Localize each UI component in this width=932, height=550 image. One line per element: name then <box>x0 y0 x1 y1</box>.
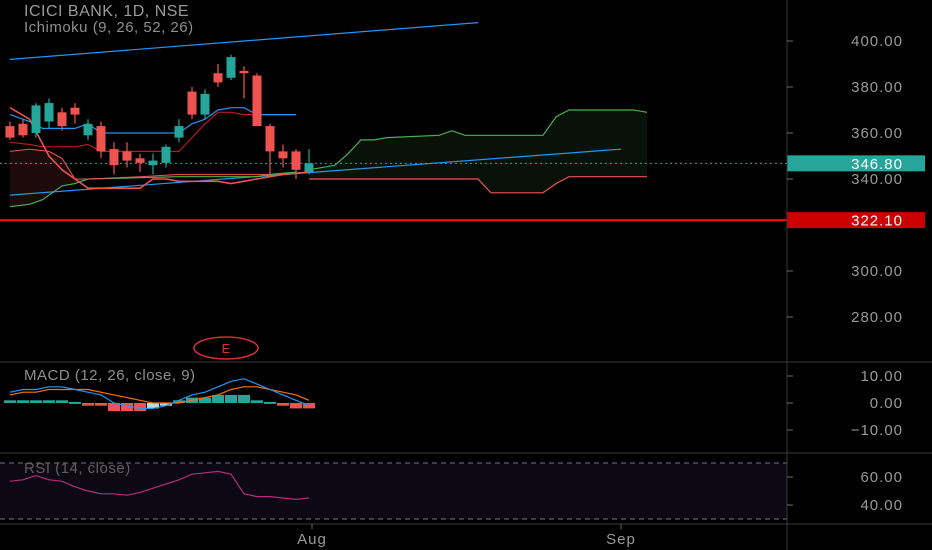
price-tick-label: 340.00 <box>851 171 903 188</box>
macd-signal-line <box>9 386 310 404</box>
candle-body <box>96 126 106 152</box>
last-price-badge-bg <box>787 155 925 172</box>
senkou-span-b-line <box>309 176 647 194</box>
candle-body <box>252 75 262 127</box>
macd-histogram-bar <box>199 397 211 403</box>
macd-histogram-bar <box>43 400 55 403</box>
support-badge: 322.10 <box>787 212 925 230</box>
macd-histogram-bar <box>251 400 263 403</box>
candle-body <box>187 91 197 115</box>
macd-histogram-bar <box>17 400 29 403</box>
last-price-label: 346.80 <box>851 156 903 173</box>
candle-body <box>122 151 132 161</box>
earnings-marker-label: E <box>222 341 231 356</box>
macd-tick-label: 0.00 <box>870 395 903 412</box>
kijun-sen-line <box>9 111 296 152</box>
rsi-line <box>9 470 310 501</box>
candle-body <box>304 163 314 173</box>
macd-histogram-bar <box>277 403 289 406</box>
candle-body <box>148 160 158 166</box>
candle-body <box>200 93 210 115</box>
candle-body <box>109 149 119 166</box>
earnings-marker-ring <box>193 336 259 360</box>
macd-histogram-bar <box>30 400 42 403</box>
macd-histogram-bar <box>147 403 159 409</box>
price-levels: E 346.80 322.10 <box>0 155 925 360</box>
time-tick-label: Aug <box>297 531 327 548</box>
price-tick-label: 360.00 <box>851 125 903 142</box>
candle-body <box>57 112 67 127</box>
macd-legend: MACD (12, 26, close, 9) <box>24 367 196 384</box>
candle-body <box>135 158 145 163</box>
chikou-span-line <box>9 107 310 189</box>
rsi-tick-label: 40.00 <box>860 497 903 514</box>
tenkan-sen-line <box>9 107 296 134</box>
ichimoku-lines <box>9 22 648 208</box>
rsi-band-fill <box>0 463 787 519</box>
earnings-marker: E <box>193 336 259 360</box>
candles <box>5 54 314 179</box>
macd-histogram-bar <box>69 401 81 404</box>
candle-body <box>265 126 275 152</box>
support-label: 322.10 <box>851 213 903 230</box>
macd-histogram-bar <box>290 403 302 409</box>
candle-body <box>5 126 15 138</box>
macd-histogram-bar <box>212 394 224 403</box>
last-price-badge: 346.80 <box>787 155 925 173</box>
candle-body <box>239 70 249 74</box>
support-badge-bg <box>787 212 925 229</box>
candle-body <box>291 151 301 170</box>
trendline-upper <box>9 22 479 60</box>
rsi-legend: RSI (14, close) <box>24 460 131 477</box>
chart-title: ICICI BANK, 1D, NSE <box>24 3 190 20</box>
macd-histogram-bar <box>160 403 172 406</box>
price-tick-label: 280.00 <box>851 309 903 326</box>
macd-histogram-bar <box>108 403 120 412</box>
macd-histogram-bar <box>264 401 276 404</box>
macd-histogram-bar <box>225 394 237 403</box>
macd-tick-label: −10.00 <box>851 422 903 439</box>
rsi-tick-label: 60.00 <box>860 469 903 486</box>
price-tick-label: 400.00 <box>851 33 903 50</box>
candle-body <box>213 73 223 83</box>
time-tick-label: Sep <box>606 531 636 548</box>
macd-histogram-bar <box>238 394 250 403</box>
macd-histogram-bar <box>82 403 94 406</box>
macd-histogram-bar <box>134 403 146 412</box>
candle-body <box>278 151 288 159</box>
senkou-span-a-line <box>308 109 648 171</box>
indicator-panels <box>0 378 787 520</box>
macd-histogram-bar <box>173 400 185 403</box>
macd-tick-label: 10.00 <box>860 368 903 385</box>
macd-histogram-bar <box>4 400 16 403</box>
candle-body <box>161 146 171 163</box>
candle-body <box>31 105 41 133</box>
candle-body <box>70 107 80 115</box>
candle-body <box>226 57 236 78</box>
kumo-past-edge <box>9 148 270 180</box>
candle-body <box>44 103 54 122</box>
candle-body <box>18 123 28 136</box>
price-tick-label: 300.00 <box>851 263 903 280</box>
kumo-future-fill <box>309 110 647 193</box>
candle-body <box>83 123 93 136</box>
macd-histogram-bar <box>56 400 68 403</box>
macd-histogram-bar <box>121 403 133 412</box>
macd-histogram-bar <box>95 403 107 406</box>
ichimoku-legend: Ichimoku (9, 26, 52, 26) <box>24 19 194 36</box>
price-tick-label: 380.00 <box>851 79 903 96</box>
macd-line <box>9 378 310 409</box>
candle-body <box>174 126 184 138</box>
